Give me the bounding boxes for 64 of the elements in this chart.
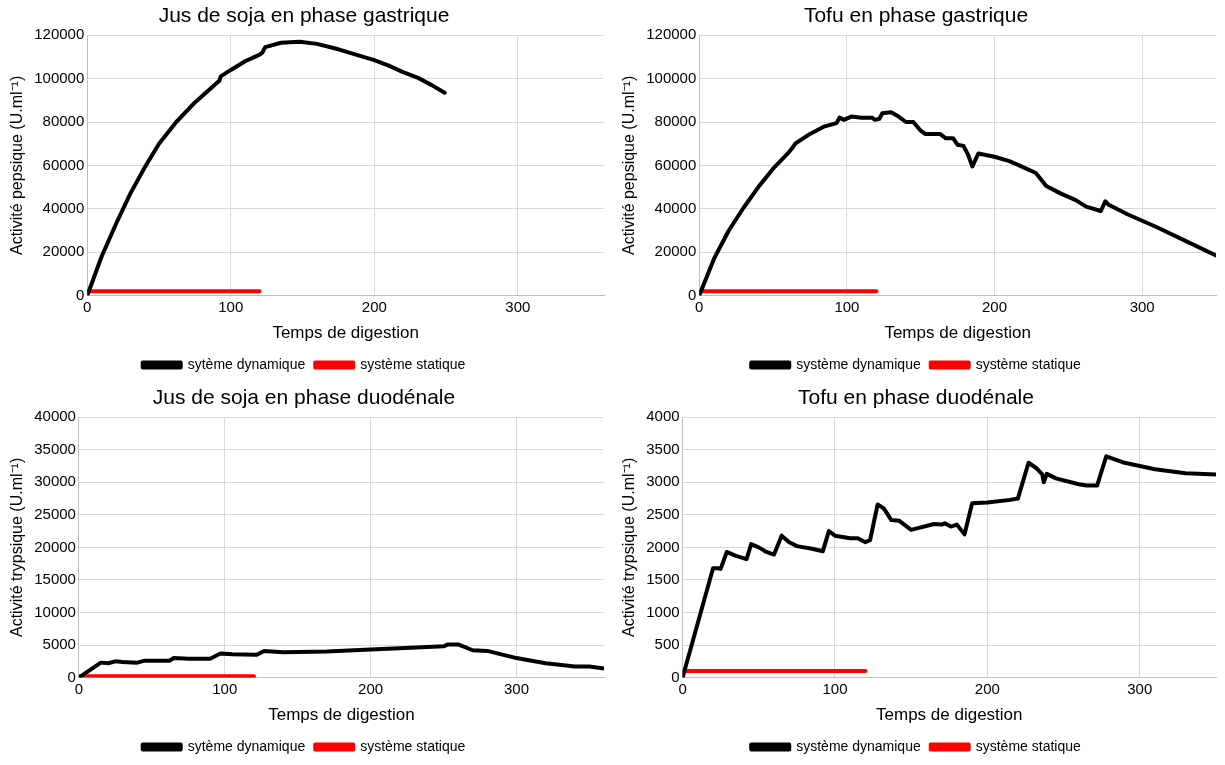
y-tick-label: 80000	[654, 112, 697, 130]
x-tick-label: 100	[212, 679, 238, 697]
legend-label: système statique	[975, 737, 1081, 754]
y-tick-label: 120000	[34, 25, 85, 43]
y-tick-label: 40000	[42, 198, 85, 216]
y-tick-label: 20000	[34, 537, 76, 555]
y-tick-label: 15000	[34, 570, 76, 588]
x-tick-label: 200	[358, 679, 384, 697]
legend-label: sytème dynamique	[187, 355, 306, 372]
chart-title: Tofu en phase gastrique	[803, 3, 1029, 27]
y-tick-label: 0	[75, 285, 85, 303]
y-tick-label: 40000	[34, 407, 76, 425]
y-tick-label: 2000	[646, 537, 680, 555]
y-tick-label: 20000	[42, 242, 85, 260]
y-axis-title: Activité pepsique (U.ml⁻¹)	[620, 75, 638, 256]
x-tick-label: 200	[974, 679, 1000, 697]
y-tick-label: 30000	[34, 472, 76, 490]
x-tick-label: 100	[822, 679, 848, 697]
legend-label: système dynamique	[796, 355, 921, 372]
x-tick-label: 300	[1127, 679, 1153, 697]
y-tick-label: 2500	[646, 504, 680, 522]
x-tick-label: 300	[505, 297, 531, 315]
y-tick-label: 40000	[654, 198, 697, 216]
y-tick-label: 120000	[646, 25, 697, 43]
y-tick-label: 60000	[42, 155, 85, 173]
legend-label: système statique	[360, 355, 466, 372]
x-axis-title: Temps de digestion	[272, 323, 419, 343]
chart-title: Tofu en phase duodénale	[798, 385, 1034, 409]
legend-label: sytème dynamique	[187, 737, 306, 754]
chart-title: Jus de soja en phase gastrique	[158, 3, 450, 27]
y-axis-title: Activité trypsique (U.ml⁻¹)	[620, 457, 638, 638]
y-tick-label: 0	[67, 667, 76, 685]
chart-title: Jus de soja en phase duodénale	[152, 385, 456, 409]
y-tick-label: 0	[687, 285, 697, 303]
y-tick-label: 10000	[34, 602, 76, 620]
y-tick-label: 3000	[646, 472, 680, 490]
y-tick-label: 4000	[646, 407, 680, 425]
y-tick-label: 3500	[646, 439, 680, 457]
legend-label: système statique	[360, 737, 466, 754]
y-tick-label: 0	[671, 667, 680, 685]
y-axis-title: Activité pepsique (U.ml⁻¹)	[8, 75, 26, 256]
y-tick-label: 25000	[34, 504, 76, 522]
y-tick-label: 20000	[654, 242, 697, 260]
x-tick-label: 200	[982, 297, 1008, 315]
x-axis-title: Temps de digestion	[268, 705, 415, 725]
x-tick-label: 300	[1129, 297, 1155, 315]
legend-label: système statique	[975, 355, 1081, 372]
y-axis-title: Activité trypsique (U.ml⁻¹)	[8, 457, 26, 638]
legend-label: système dynamique	[796, 737, 921, 754]
x-tick-label: 100	[218, 297, 244, 315]
y-tick-label: 5000	[42, 635, 76, 653]
y-tick-label: 1000	[646, 602, 680, 620]
y-tick-label: 100000	[34, 68, 85, 86]
y-tick-label: 500	[654, 635, 680, 653]
x-tick-label: 300	[503, 679, 529, 697]
y-tick-label: 60000	[654, 155, 697, 173]
y-tick-label: 35000	[34, 439, 76, 457]
x-axis-title: Temps de digestion	[876, 705, 1023, 725]
y-tick-label: 1500	[646, 570, 680, 588]
x-tick-label: 100	[834, 297, 860, 315]
x-tick-label: 200	[361, 297, 387, 315]
y-tick-label: 80000	[42, 112, 85, 130]
x-axis-title: Temps de digestion	[884, 323, 1031, 343]
y-tick-label: 100000	[646, 68, 697, 86]
